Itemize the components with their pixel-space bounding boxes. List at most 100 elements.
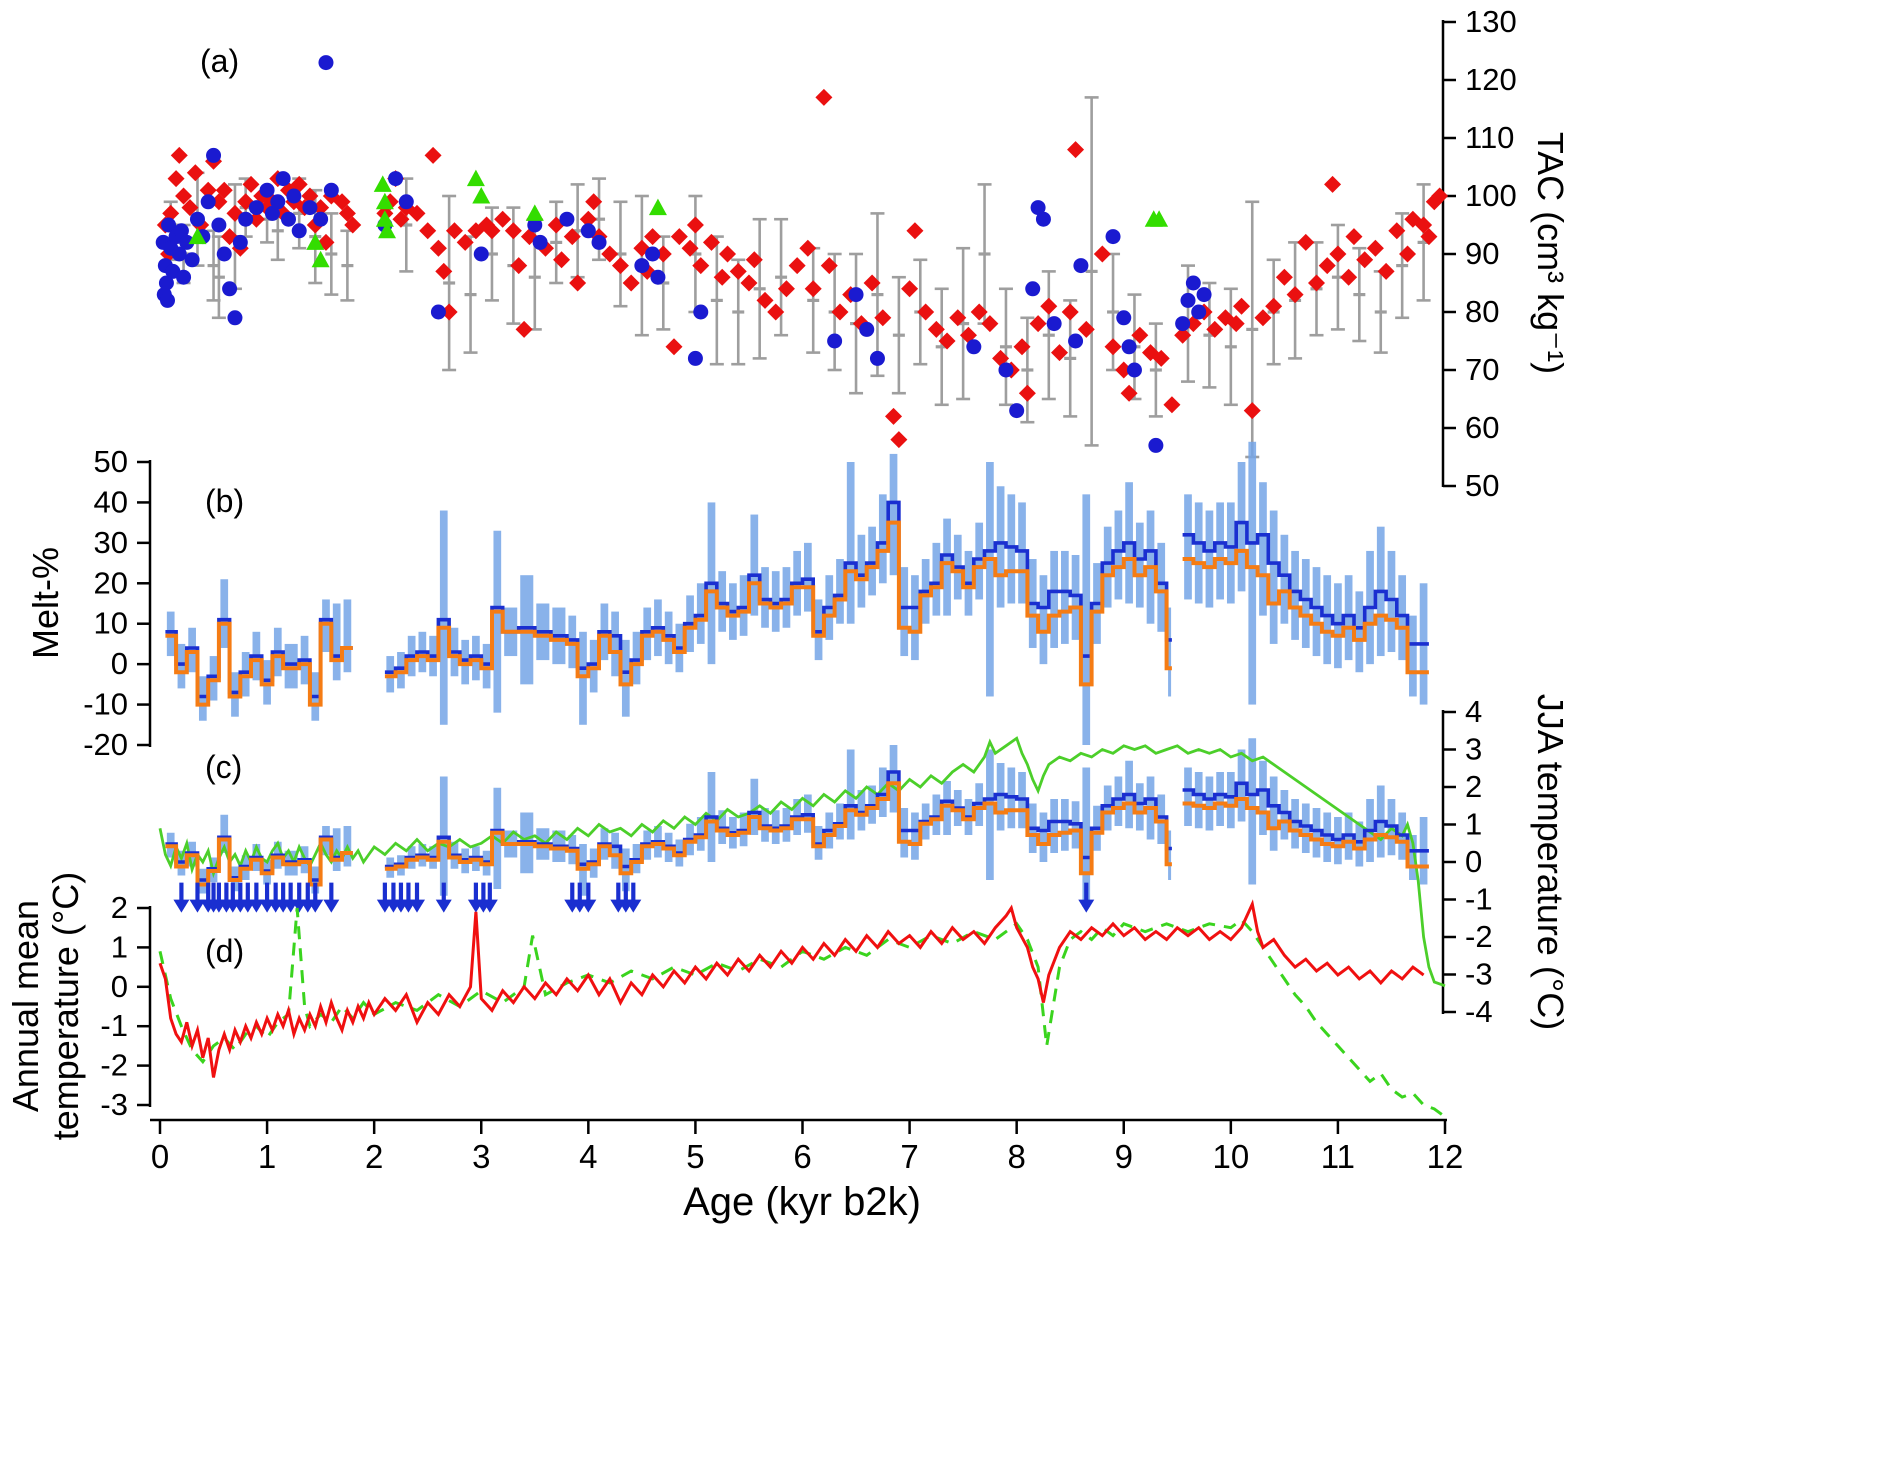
tick-label: 6 xyxy=(793,1138,811,1175)
uncertainty-bar xyxy=(846,462,855,624)
uncertainty-bar xyxy=(1312,808,1321,858)
annual-axis-title-line2: temperature (°C) xyxy=(45,872,86,1140)
axes-layer: 130120110100908070605050403020100-10-204… xyxy=(83,4,1517,1175)
x-axis: 0 1 2 3 4 5 6 7 8 9 10 11 12 xyxy=(150,1118,1463,1175)
uncertainty-bar xyxy=(632,631,641,685)
error-bar xyxy=(774,217,789,337)
x-axis-title: Age (kyr b2k) xyxy=(683,1180,921,1224)
red-diamond-marker xyxy=(181,199,199,217)
error-bar xyxy=(442,194,457,372)
tac-axis-title: TAC (cm³ kg⁻¹) xyxy=(1530,132,1571,374)
error-bar xyxy=(870,212,885,378)
blue-circle-marker xyxy=(645,246,661,262)
red-diamond-marker xyxy=(949,309,967,327)
uncertainty-bar xyxy=(836,803,844,840)
red-diamond-marker xyxy=(1163,396,1181,414)
red-diamond-marker xyxy=(815,88,833,106)
melt-event-arrow-icon xyxy=(580,882,597,913)
red-diamond-marker xyxy=(665,338,683,356)
uncertainty-bar xyxy=(343,599,352,673)
uncertainty-bar xyxy=(231,672,239,717)
red-diamond-marker xyxy=(242,175,260,193)
red-diamond-marker xyxy=(1152,349,1170,367)
uncertainty-bar xyxy=(1157,794,1166,844)
blue-circle-marker xyxy=(966,339,982,355)
tick-label: 3 xyxy=(1465,732,1482,767)
uncertainty-bar xyxy=(868,526,876,596)
uncertainty-bar xyxy=(1216,772,1224,826)
error-bar xyxy=(1041,270,1056,401)
uncertainty-bar xyxy=(263,660,271,705)
jja-step-orange xyxy=(384,781,1172,876)
uncertainty-bar xyxy=(889,745,898,813)
red-diamond-marker xyxy=(1018,384,1036,402)
uncertainty-bar xyxy=(220,814,229,853)
tick-label: 8 xyxy=(1007,1138,1025,1175)
red-diamond-marker xyxy=(788,257,806,275)
uncertainty-bar xyxy=(1301,559,1310,648)
red-diamond-marker xyxy=(927,320,945,338)
red-diamond-marker xyxy=(1040,297,1058,315)
uncertainty-bar xyxy=(1157,542,1166,632)
tick-label: -1 xyxy=(1465,882,1493,917)
green-triangle-marker xyxy=(375,192,394,210)
tick-label: 7 xyxy=(900,1138,918,1175)
melt-step-orange xyxy=(384,520,1172,687)
uncertainty-bar xyxy=(782,567,791,628)
panel-c-label: (c) xyxy=(205,749,242,785)
red-diamond-marker xyxy=(906,222,924,240)
green-triangle-marker xyxy=(648,198,667,216)
red-diamond-marker xyxy=(820,257,838,275)
red-diamond-marker xyxy=(885,407,903,425)
uncertainty-bar xyxy=(1039,575,1048,665)
red-diamond-marker xyxy=(553,251,571,269)
red-diamond-marker xyxy=(563,228,581,246)
red-diamond-marker xyxy=(767,303,785,321)
uncertainty-bar xyxy=(836,559,844,624)
uncertainty-bar xyxy=(1248,738,1257,885)
blue-circle-marker xyxy=(527,217,543,233)
blue-circle-marker xyxy=(281,211,296,227)
uncertainty-bar xyxy=(1194,772,1203,829)
blue-circle-marker xyxy=(227,310,243,326)
melt-event-arrow-icon xyxy=(259,882,276,913)
uncertainty-bar xyxy=(188,627,196,673)
blue-circle-marker xyxy=(264,205,280,221)
blue-circle-marker xyxy=(388,171,404,187)
melt-event-arrow-icon xyxy=(323,882,340,913)
uncertainty-bar xyxy=(198,676,207,721)
red-diamond-marker xyxy=(1067,141,1085,159)
blue-circle-marker xyxy=(1191,304,1207,320)
melt-step-blue xyxy=(1182,520,1429,646)
red-diamond-marker xyxy=(445,222,463,240)
uncertainty-bar xyxy=(900,567,909,657)
red-diamond-marker xyxy=(686,216,704,234)
green-triangle-marker xyxy=(525,204,544,221)
uncertainty-bar xyxy=(1409,835,1417,880)
red-diamond-marker xyxy=(1233,297,1251,315)
annual-axis-title-line1: Annual mean xyxy=(5,900,46,1112)
tick-label: -3 xyxy=(100,1087,128,1122)
uncertainty-bar xyxy=(1259,760,1267,835)
uncertainty-bar xyxy=(932,794,941,835)
red-diamond-marker xyxy=(1399,245,1417,263)
green-triangle-marker xyxy=(373,175,392,192)
uncertainty-bar xyxy=(621,639,630,717)
jja-step-orange xyxy=(165,837,353,887)
melt-event-arrow-icon xyxy=(189,882,206,913)
uncertainty-bar xyxy=(986,462,994,697)
blue-circle-marker xyxy=(1046,316,1062,332)
red-diamond-marker xyxy=(831,303,849,321)
uncertainty-bar xyxy=(1237,749,1246,822)
red-diamond-marker xyxy=(1051,344,1068,362)
uncertainty-bar xyxy=(1061,550,1069,644)
error-bar xyxy=(891,275,906,395)
uncertainty-bar xyxy=(986,749,994,880)
blue-circle-marker xyxy=(179,234,195,250)
uncertainty-bar xyxy=(1398,575,1407,661)
red-diamond-marker xyxy=(186,164,204,182)
red-diamond-marker xyxy=(1104,338,1122,356)
red-diamond-marker xyxy=(756,291,774,309)
